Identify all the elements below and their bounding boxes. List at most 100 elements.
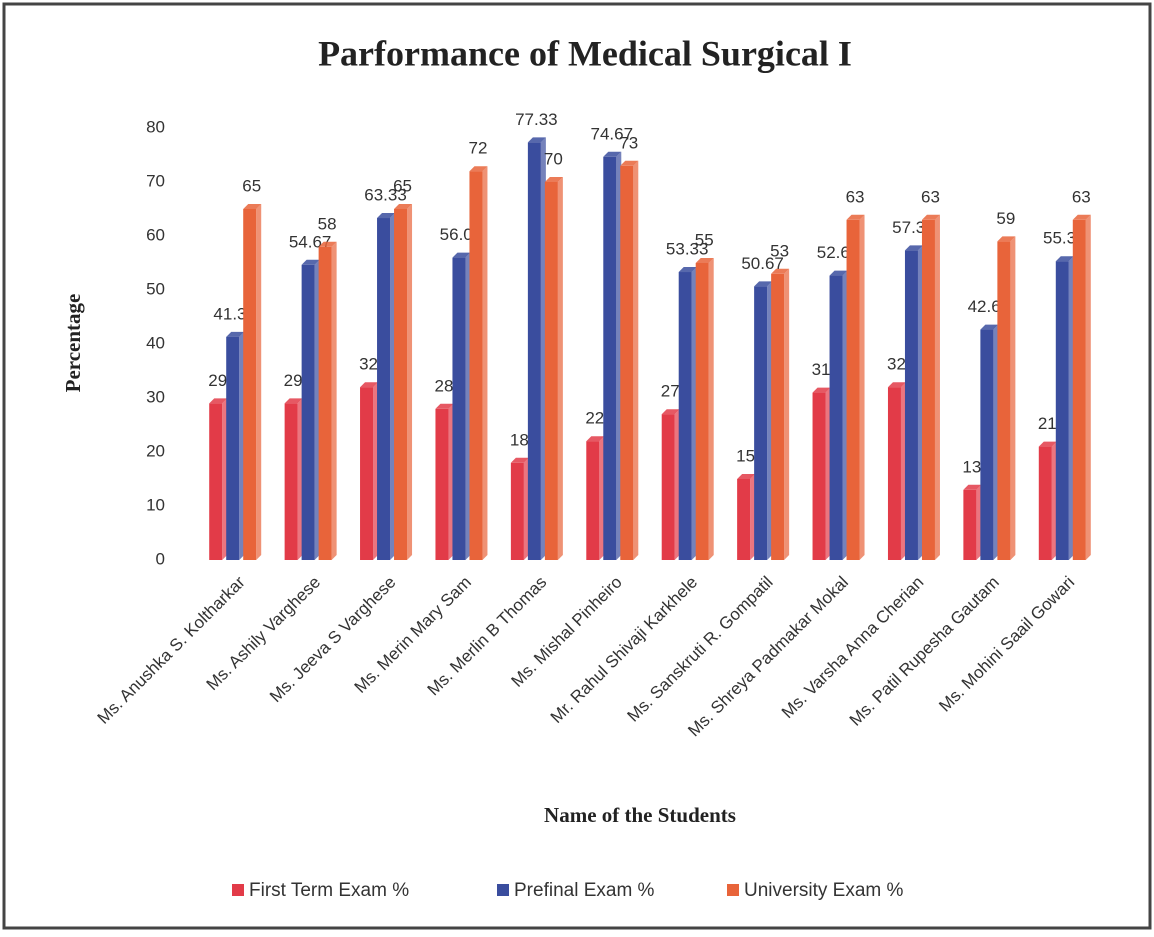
bar (544, 182, 558, 560)
bar-side (540, 137, 546, 560)
y-tick-label: 60 (146, 225, 165, 244)
bar-top (603, 151, 622, 157)
y-tick-label: 40 (146, 333, 165, 352)
data-label: 59 (996, 209, 1015, 228)
bar-side (616, 151, 622, 561)
bar-top (620, 160, 639, 166)
bar-side (900, 382, 906, 560)
bar-top (435, 403, 454, 409)
bar-top (360, 382, 379, 388)
bar (209, 403, 223, 560)
bar-top (997, 236, 1016, 242)
bar-side (750, 474, 756, 560)
bar-side (633, 160, 639, 561)
bar-side (523, 457, 529, 560)
bar-side (934, 214, 940, 561)
bar-side (674, 409, 680, 560)
bar (846, 219, 860, 561)
bar-side (1051, 441, 1057, 560)
bar (243, 209, 257, 560)
data-label: 53 (770, 241, 789, 260)
data-label: 74.67 (591, 124, 634, 143)
bar-side (482, 166, 488, 560)
bar-top (394, 204, 413, 209)
bar (812, 392, 826, 560)
bar (226, 336, 240, 560)
data-label: 63.33 (364, 186, 407, 205)
bar-top (678, 267, 697, 273)
bar-top (771, 268, 790, 274)
bar-side (331, 241, 337, 561)
legend-swatch (232, 884, 244, 896)
bar-side (784, 268, 790, 560)
bar-top (829, 270, 848, 276)
data-label: 63 (1072, 187, 1091, 206)
y-tick-label: 20 (146, 441, 165, 460)
legend-label: University Exam % (744, 880, 904, 901)
data-label: 29 (208, 371, 227, 390)
bar-side (993, 324, 999, 560)
bar-top (963, 484, 982, 490)
data-label: 70 (544, 149, 563, 168)
bar (377, 218, 391, 560)
data-label: 55 (695, 230, 714, 249)
bar (452, 257, 466, 560)
bar (435, 408, 449, 560)
bar-side (373, 382, 379, 560)
bar-side (297, 398, 303, 560)
bar-side (859, 214, 865, 561)
y-tick-label: 50 (146, 279, 165, 298)
bar (527, 142, 541, 560)
bar (997, 241, 1011, 560)
y-axis-label: Percentage (61, 294, 85, 393)
bar-side (842, 270, 848, 560)
bar-top (754, 281, 773, 287)
data-label: 28 (434, 376, 453, 395)
legend-label: Prefinal Exam % (514, 880, 655, 901)
bar-top (209, 398, 228, 404)
bar-side (1085, 214, 1091, 561)
data-label: 27 (661, 382, 680, 401)
legend-swatch (497, 884, 509, 896)
bar-top (887, 382, 906, 388)
bar-side (767, 281, 773, 560)
bar-side (256, 204, 262, 560)
y-tick-label: 30 (146, 387, 165, 406)
bar (394, 209, 408, 560)
data-label: 32 (359, 355, 378, 374)
bar-top (377, 213, 396, 219)
data-label: 65 (242, 176, 261, 195)
bar-top (510, 457, 529, 463)
bar-side (465, 252, 471, 560)
bar (737, 479, 751, 560)
bar-top (737, 474, 756, 479)
data-label: 53.33 (666, 240, 709, 259)
data-label: 73 (619, 133, 638, 152)
bar-side (691, 267, 697, 560)
bar-side (407, 204, 413, 560)
y-tick-label: 80 (146, 117, 165, 136)
data-label: 63 (846, 187, 865, 206)
bar-top (226, 331, 245, 337)
data-label: 32 (887, 355, 906, 374)
bar-side (557, 177, 563, 560)
bar (678, 272, 692, 560)
bar (318, 246, 332, 561)
bar-top (1072, 214, 1091, 220)
bar-top (544, 177, 563, 182)
bar (829, 275, 843, 560)
chart-title: Parformance of Medical Surgical I (318, 33, 852, 73)
data-label: 31 (812, 360, 831, 379)
bar (301, 264, 315, 560)
data-label: 65 (393, 176, 412, 195)
data-label: 58 (318, 214, 337, 233)
data-label: 22 (585, 409, 604, 428)
bar (887, 387, 901, 560)
bar (771, 273, 785, 560)
bar-top (469, 166, 488, 172)
bar (469, 171, 483, 560)
bar-side (314, 259, 320, 560)
bar (661, 414, 675, 560)
bar (695, 263, 709, 560)
